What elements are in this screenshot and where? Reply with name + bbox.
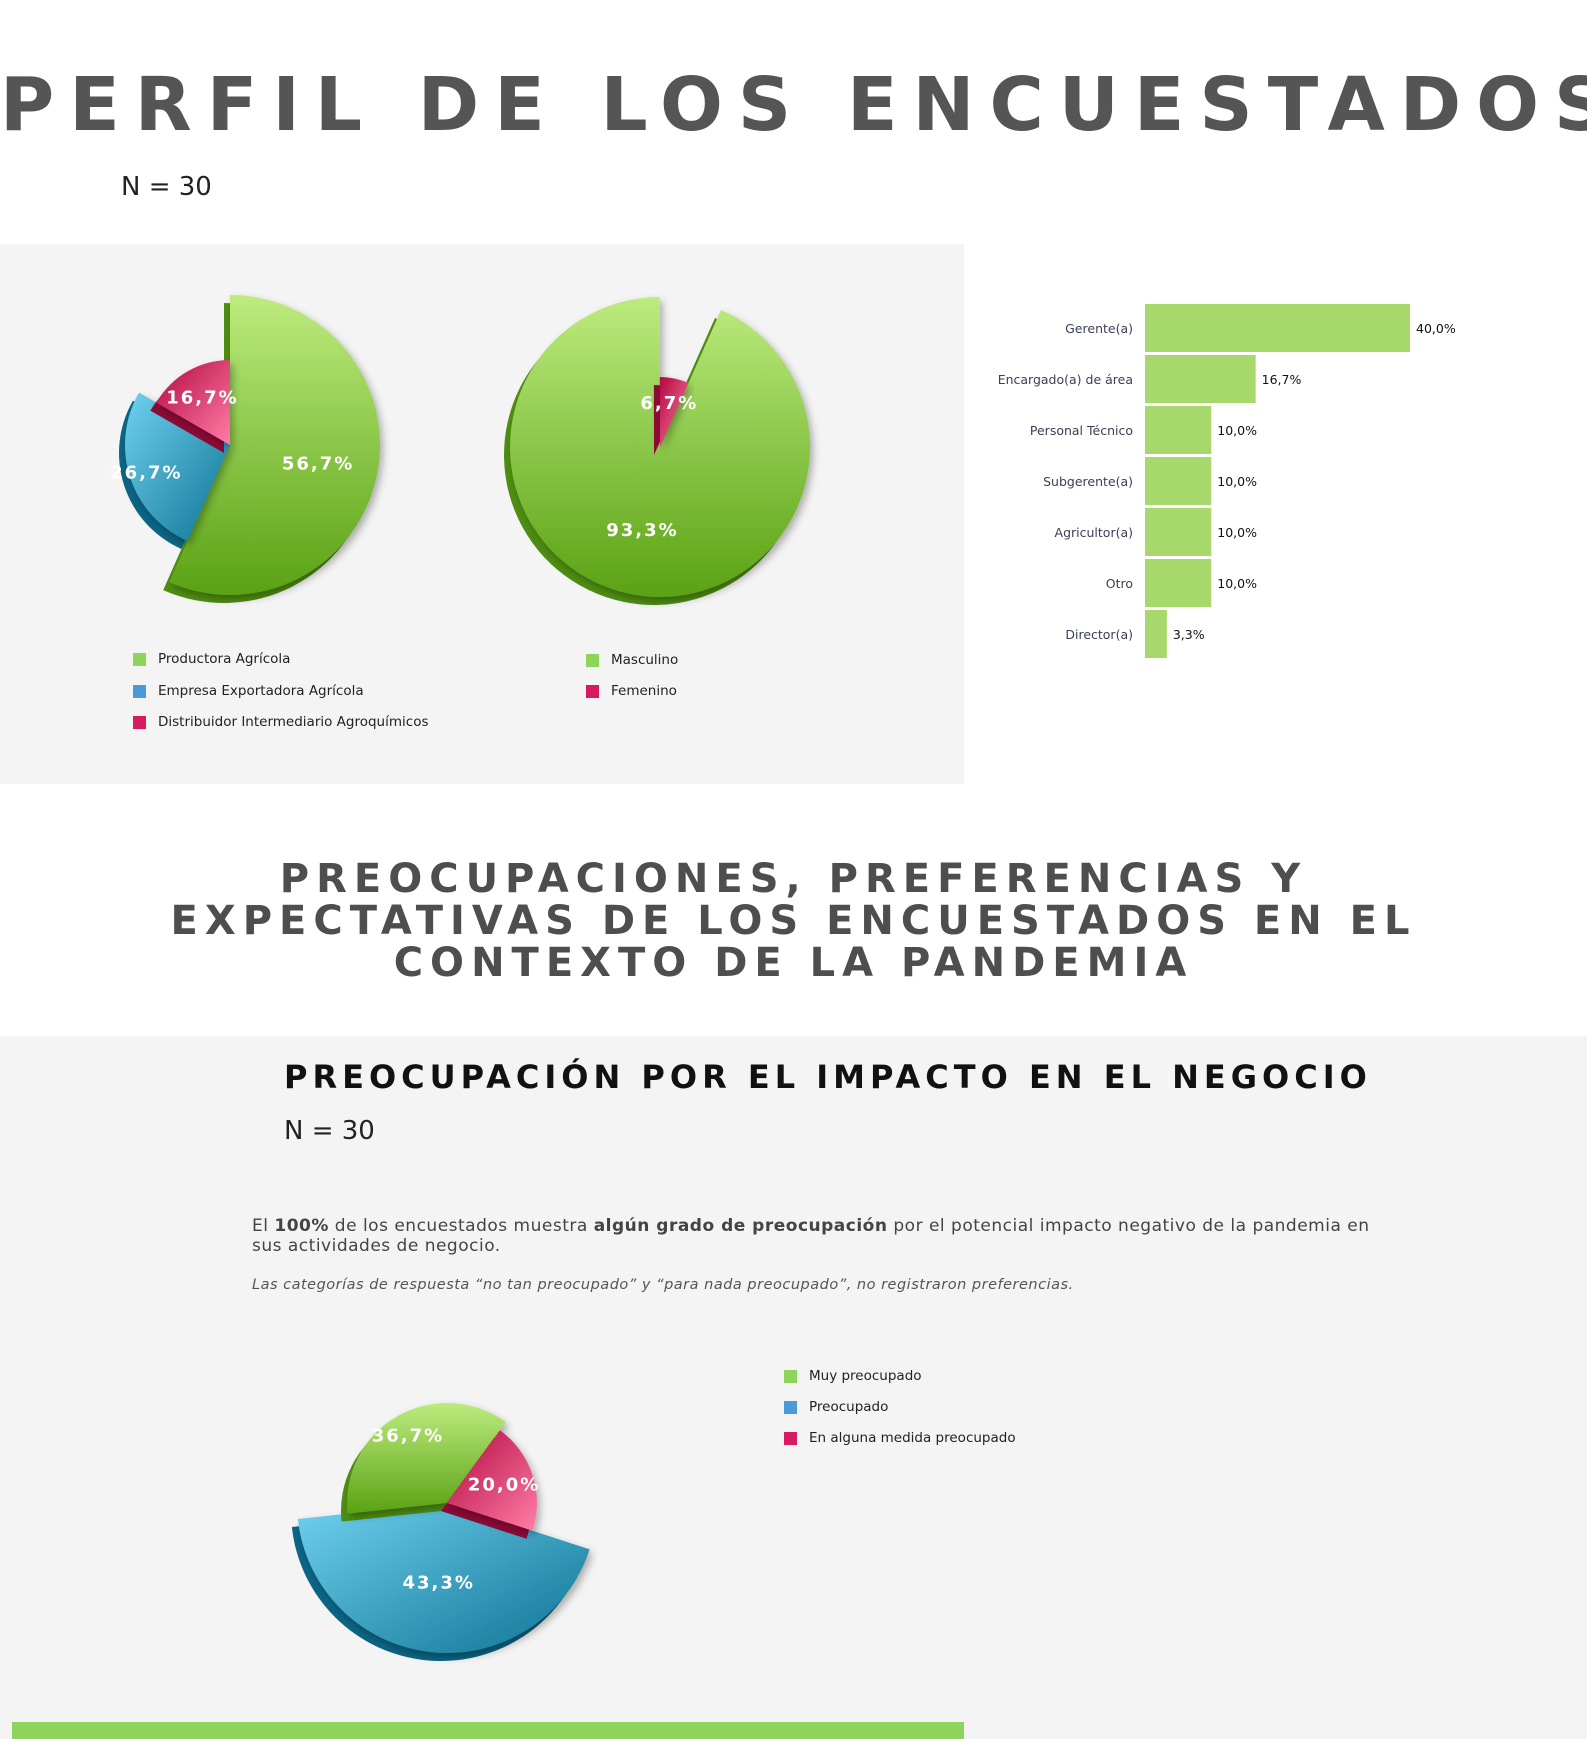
bar-value-label: 16,7% — [1262, 372, 1302, 387]
bar — [1145, 610, 1167, 658]
footer-accent-bar — [12, 1722, 964, 1739]
legend-label: Femenino — [611, 683, 677, 699]
pie-slice-label: 26,7% — [110, 462, 182, 483]
section-title-line: PREOCUPACIONES, PREFERENCIAS Y — [279, 856, 1308, 902]
legend-item-muy-preocupado: Muy preocupado — [784, 1368, 922, 1384]
legend-item-femenino: Femenino — [586, 683, 677, 699]
legend-item-productora: Productora Agrícola — [133, 651, 290, 667]
pie-slice-label: 36,7% — [372, 1425, 444, 1446]
bar-value-label: 10,0% — [1217, 525, 1257, 540]
pie-slice-label: 43,3% — [402, 1573, 474, 1594]
pie-slice-label: 6,7% — [640, 393, 698, 414]
legend-item-alguna-medida: En alguna medida preocupado — [784, 1430, 1016, 1446]
legend-item-preocupado: Preocupado — [784, 1399, 888, 1415]
bar-category-label: Personal Técnico — [1030, 423, 1133, 438]
sample-size-label: N = 30 — [284, 1116, 375, 1146]
legend-label: Masculino — [611, 652, 679, 668]
legend-swatch-pink — [586, 684, 599, 698]
pie-slice — [124, 392, 230, 541]
section-title-line: EXPECTATIVAS DE LOS ENCUESTADOS EN EL — [170, 898, 1417, 944]
legend-swatch-green — [586, 653, 599, 667]
bar-value-label: 3,3% — [1173, 627, 1205, 642]
bar-category-label: Encargado(a) de área — [998, 372, 1133, 387]
pie-chart-gender: 93,3% 6,7% — [504, 297, 810, 605]
legend-item-masculino: Masculino — [586, 652, 678, 668]
para-bold: algún grado de preocupación — [593, 1216, 888, 1236]
pie-chart-company-type: 56,7% 26,7% 16,7% — [110, 295, 380, 603]
pie-slice-label: 20,0% — [468, 1474, 540, 1495]
bar-category-label: Agricultor(a) — [1055, 525, 1133, 540]
legend-swatch-blue — [133, 684, 146, 698]
bar-value-label: 10,0% — [1217, 576, 1257, 591]
bar — [1145, 406, 1212, 454]
pie-slice — [659, 377, 689, 447]
bar — [1145, 355, 1256, 403]
bar — [1145, 304, 1410, 352]
legend-label: Muy preocupado — [809, 1368, 922, 1384]
legend-label: Empresa Exportadora Agrícola — [158, 683, 364, 699]
legend-swatch-blue — [784, 1400, 797, 1414]
concern-panel — [0, 1036, 1587, 1739]
section-title-line: CONTEXTO DE LA PANDEMIA — [393, 940, 1194, 986]
sample-size-label: N = 30 — [121, 172, 212, 202]
pie-slice — [447, 1430, 537, 1531]
bar-value-label: 40,0% — [1416, 321, 1456, 336]
legend-swatch-green — [133, 652, 146, 666]
legend-swatch-pink — [133, 715, 146, 729]
bar — [1145, 457, 1212, 505]
pie-slice — [156, 360, 230, 445]
legend-item-exportadora: Empresa Exportadora Agrícola — [133, 683, 364, 699]
legend-label: Productora Agrícola — [158, 651, 291, 667]
pie-chart-concern: 43,3% 36,7% 20,0% — [291, 1403, 590, 1661]
pie-slice — [510, 297, 810, 597]
bar-category-label: Otro — [1106, 576, 1133, 591]
section-title: PREOCUPACIONES, PREFERENCIAS Y EXPECTATI… — [0, 858, 1587, 984]
legend-swatch-pink — [784, 1431, 797, 1445]
bar — [1145, 559, 1212, 607]
bar-chart-position: Gerente(a) 40,0% Encargado(a) de área 16,7%… — [998, 304, 1456, 658]
pie-slice — [169, 295, 380, 595]
bar-value-label: 10,0% — [1217, 423, 1257, 438]
bar-category-label: Gerente(a) — [1065, 321, 1133, 336]
legend-label: Preocupado — [809, 1399, 889, 1415]
bar — [1145, 508, 1212, 556]
pie-slice — [297, 1503, 590, 1653]
page-title: PERFIL DE LOS ENCUESTADOS — [0, 62, 1587, 148]
legend-item-distribuidor: Distribuidor Intermediario Agroquímicos — [133, 714, 428, 730]
para-bold: 100% — [274, 1216, 329, 1236]
legend-swatch-green — [784, 1369, 797, 1383]
bar-category-label: Subgerente(a) — [1043, 474, 1133, 489]
para-text: El — [252, 1216, 275, 1236]
legend-label: Distribuidor Intermediario Agroquímicos — [158, 714, 429, 730]
pie-slice-label: 93,3% — [606, 520, 678, 541]
legend-label: En alguna medida preocupado — [809, 1430, 1016, 1446]
bar-category-label: Director(a) — [1065, 627, 1133, 642]
pie-slice-label: 56,7% — [282, 454, 354, 475]
para-text: de los encuestados muestra — [328, 1216, 594, 1236]
bar-value-label: 10,0% — [1217, 474, 1257, 489]
footnote: Las categorías de respuesta “no tan preo… — [252, 1277, 1074, 1293]
pie-slice — [347, 1403, 506, 1514]
pie-slice-label: 16,7% — [166, 387, 238, 408]
summary-paragraph: El 100% de los encuestados muestra algún… — [252, 1216, 1382, 1256]
para-text: por el potencial impacto negativo de la … — [252, 1216, 1370, 1256]
concern-title: PREOCUPACIÓN POR EL IMPACTO EN EL NEGOCI… — [284, 1058, 1372, 1096]
